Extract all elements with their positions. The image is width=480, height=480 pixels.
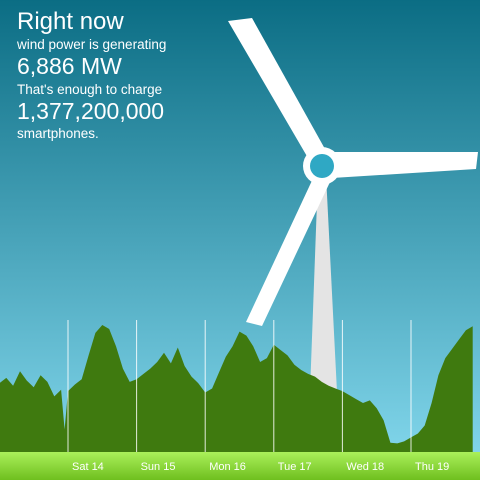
day-labels: Sat 14 Sun 15 Mon 16 Tue 17 Wed 18 Thu 19 (72, 461, 449, 473)
turbine-blade-right (332, 152, 478, 178)
ground-band (0, 452, 480, 480)
day-label: Mon 16 (209, 461, 246, 473)
turbine-tower (310, 175, 337, 392)
turbine-blade-top (228, 18, 330, 170)
day-label: Sun 15 (141, 461, 176, 473)
day-label: Tue 17 (278, 461, 312, 473)
headline-title: Right now (17, 8, 124, 35)
day-label: Wed 18 (346, 461, 384, 473)
charge-label: That's enough to charge (17, 82, 163, 97)
wind-turbine (228, 18, 478, 392)
turbine-blade-bottom (246, 172, 330, 326)
smartphones-count: 1,377,200,000 (17, 98, 165, 124)
generating-label: wind power is generating (17, 37, 167, 52)
turbine-hub-core (310, 154, 334, 178)
day-label: Thu 19 (415, 461, 449, 473)
wind-generation-area (0, 325, 473, 452)
day-label: Sat 14 (72, 461, 104, 473)
generating-value: 6,886 MW (17, 53, 122, 79)
smartphones-label: smartphones. (17, 126, 99, 141)
